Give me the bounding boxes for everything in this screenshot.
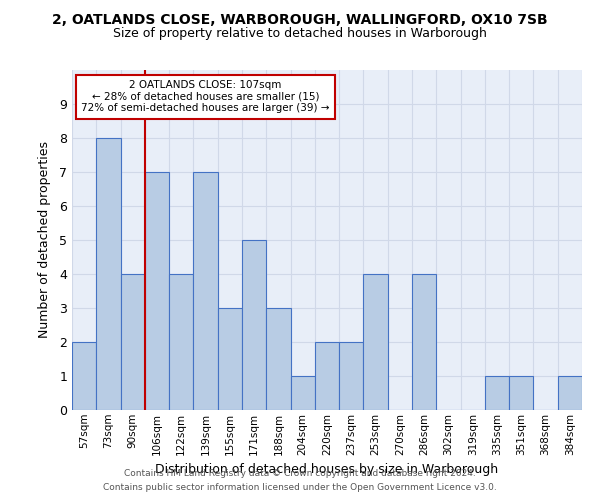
- Bar: [558, 376, 582, 410]
- Bar: [218, 308, 242, 410]
- Bar: [315, 342, 339, 410]
- Bar: [266, 308, 290, 410]
- Bar: [339, 342, 364, 410]
- Bar: [145, 172, 169, 410]
- Bar: [485, 376, 509, 410]
- Bar: [412, 274, 436, 410]
- Text: 2 OATLANDS CLOSE: 107sqm
← 28% of detached houses are smaller (15)
72% of semi-d: 2 OATLANDS CLOSE: 107sqm ← 28% of detach…: [82, 80, 330, 114]
- Text: Contains HM Land Registry data © Crown copyright and database right 2024.: Contains HM Land Registry data © Crown c…: [124, 468, 476, 477]
- Bar: [509, 376, 533, 410]
- Bar: [121, 274, 145, 410]
- X-axis label: Distribution of detached houses by size in Warborough: Distribution of detached houses by size …: [155, 463, 499, 476]
- Bar: [169, 274, 193, 410]
- Text: Size of property relative to detached houses in Warborough: Size of property relative to detached ho…: [113, 28, 487, 40]
- Y-axis label: Number of detached properties: Number of detached properties: [38, 142, 51, 338]
- Bar: [290, 376, 315, 410]
- Bar: [193, 172, 218, 410]
- Bar: [242, 240, 266, 410]
- Text: Contains public sector information licensed under the Open Government Licence v3: Contains public sector information licen…: [103, 484, 497, 492]
- Bar: [96, 138, 121, 410]
- Text: 2, OATLANDS CLOSE, WARBOROUGH, WALLINGFORD, OX10 7SB: 2, OATLANDS CLOSE, WARBOROUGH, WALLINGFO…: [52, 12, 548, 26]
- Bar: [364, 274, 388, 410]
- Bar: [72, 342, 96, 410]
